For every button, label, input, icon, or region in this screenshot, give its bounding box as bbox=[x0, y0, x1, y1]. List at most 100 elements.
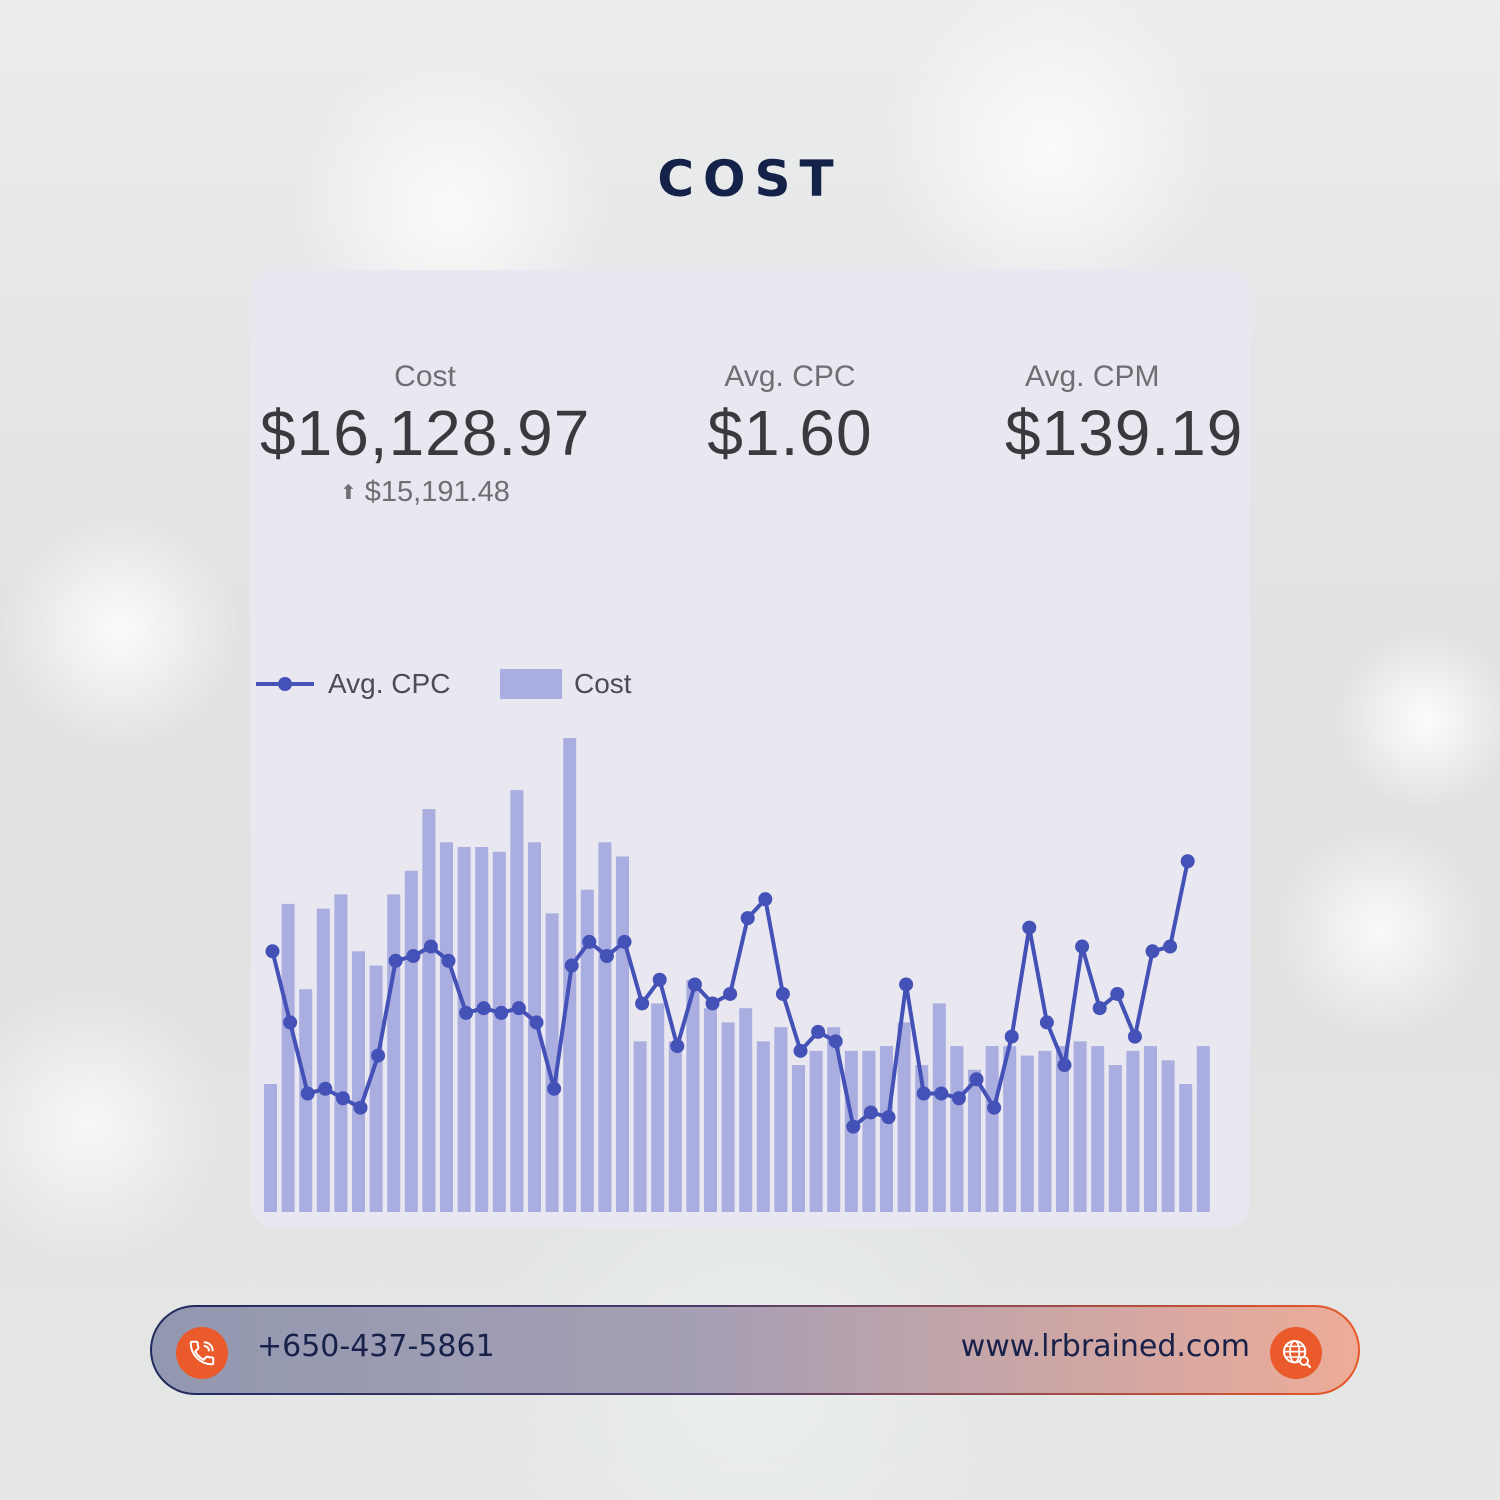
cost-bar[interactable] bbox=[968, 1069, 981, 1212]
cost-bar[interactable] bbox=[651, 1003, 665, 1212]
cost-bar[interactable] bbox=[1073, 1041, 1087, 1212]
cost-bar[interactable] bbox=[827, 1027, 841, 1212]
metric-cost[interactable]: Cost $16,128.97 ⬆ $15,191.48 bbox=[260, 360, 590, 509]
avg-cpc-point[interactable] bbox=[652, 972, 667, 987]
legend-item-avg-cpc[interactable]: Avg. CPC bbox=[254, 668, 450, 700]
avg-cpc-point[interactable] bbox=[1127, 1029, 1142, 1044]
cost-bar[interactable] bbox=[369, 965, 383, 1212]
avg-cpc-point[interactable] bbox=[353, 1100, 368, 1115]
avg-cpc-point[interactable] bbox=[828, 1034, 843, 1049]
cost-bar[interactable] bbox=[264, 1084, 277, 1212]
cost-bar[interactable] bbox=[1161, 1060, 1175, 1212]
legend-item-cost[interactable]: Cost bbox=[500, 668, 632, 700]
avg-cpc-point[interactable] bbox=[617, 934, 632, 949]
avg-cpc-point[interactable] bbox=[934, 1086, 949, 1101]
cost-bar[interactable] bbox=[334, 894, 348, 1212]
cost-bar[interactable] bbox=[668, 1041, 682, 1212]
avg-cpc-point[interactable] bbox=[916, 1086, 931, 1101]
cost-bar[interactable] bbox=[950, 1046, 964, 1212]
avg-cpc-point[interactable] bbox=[687, 977, 702, 992]
avg-cpc-point[interactable] bbox=[1110, 986, 1125, 1001]
cost-bar[interactable] bbox=[862, 1050, 876, 1212]
cost-bar[interactable] bbox=[1196, 1046, 1210, 1212]
cost-bar[interactable] bbox=[1108, 1065, 1122, 1212]
cost-bar[interactable] bbox=[580, 889, 594, 1212]
phone-number[interactable]: +650-437-5861 bbox=[257, 1329, 495, 1364]
avg-cpc-point[interactable] bbox=[670, 1039, 685, 1054]
cost-bar[interactable] bbox=[774, 1027, 788, 1212]
avg-cpc-point[interactable] bbox=[406, 949, 421, 964]
cost-bar[interactable] bbox=[686, 979, 700, 1212]
cost-bar[interactable] bbox=[1179, 1084, 1193, 1212]
avg-cpc-point[interactable] bbox=[599, 949, 614, 964]
cost-bar[interactable] bbox=[299, 989, 313, 1212]
avg-cpc-point[interactable] bbox=[811, 1024, 826, 1039]
avg-cpc-point[interactable] bbox=[388, 953, 403, 968]
cost-bar[interactable] bbox=[880, 1046, 893, 1212]
avg-cpc-point[interactable] bbox=[441, 953, 456, 968]
cost-bar[interactable] bbox=[756, 1041, 770, 1212]
avg-cpc-point[interactable] bbox=[459, 1005, 474, 1020]
avg-cpc-point[interactable] bbox=[951, 1091, 966, 1106]
avg-cpc-point[interactable] bbox=[529, 1015, 544, 1030]
cost-bar[interactable] bbox=[422, 809, 436, 1212]
cost-bar[interactable] bbox=[457, 847, 471, 1212]
cost-bar[interactable] bbox=[739, 1008, 753, 1212]
cost-bar[interactable] bbox=[809, 1050, 823, 1212]
metric-avg-cpm[interactable]: Avg. CPM $139.19 bbox=[1005, 360, 1250, 470]
avg-cpc-point[interactable] bbox=[1092, 1001, 1107, 1016]
cost-bar[interactable] bbox=[1020, 1055, 1034, 1212]
cost-bar[interactable] bbox=[1003, 1046, 1017, 1212]
avg-cpc-point[interactable] bbox=[758, 892, 773, 907]
cost-bar[interactable] bbox=[721, 1022, 735, 1212]
cost-bar[interactable] bbox=[545, 913, 559, 1212]
metric-avg-cpc[interactable]: Avg. CPC $1.60 bbox=[690, 360, 890, 470]
avg-cpc-point[interactable] bbox=[899, 977, 914, 992]
avg-cpc-point[interactable] bbox=[318, 1081, 333, 1096]
avg-cpc-point[interactable] bbox=[635, 996, 650, 1011]
cost-bar[interactable] bbox=[1056, 1046, 1069, 1212]
avg-cpc-point[interactable] bbox=[775, 986, 790, 1001]
cost-bar[interactable] bbox=[985, 1046, 999, 1212]
cost-bar[interactable] bbox=[1126, 1050, 1140, 1212]
avg-cpc-point[interactable] bbox=[300, 1086, 315, 1101]
avg-cpc-point[interactable] bbox=[1075, 939, 1090, 954]
avg-cpc-point[interactable] bbox=[1180, 854, 1195, 869]
cost-bar[interactable] bbox=[352, 951, 365, 1212]
cost-bar[interactable] bbox=[616, 856, 629, 1213]
avg-cpc-point[interactable] bbox=[723, 986, 738, 1001]
avg-cpc-point[interactable] bbox=[283, 1015, 298, 1030]
cost-bar[interactable] bbox=[440, 842, 453, 1212]
avg-cpc-point[interactable] bbox=[969, 1072, 984, 1087]
cost-bar[interactable] bbox=[915, 1065, 929, 1212]
cost-bar[interactable] bbox=[1091, 1046, 1105, 1212]
avg-cpc-point[interactable] bbox=[846, 1119, 861, 1134]
cost-bar[interactable] bbox=[404, 870, 418, 1212]
avg-cpc-point[interactable] bbox=[740, 911, 755, 926]
cost-bar[interactable] bbox=[475, 847, 489, 1212]
avg-cpc-point[interactable] bbox=[564, 958, 579, 973]
avg-cpc-point[interactable] bbox=[1004, 1029, 1019, 1044]
avg-cpc-point[interactable] bbox=[1163, 939, 1178, 954]
avg-cpc-point[interactable] bbox=[494, 1005, 509, 1020]
cost-bar[interactable] bbox=[510, 790, 524, 1212]
cost-bar[interactable] bbox=[492, 851, 506, 1212]
avg-cpc-point[interactable] bbox=[705, 996, 720, 1011]
avg-cpc-point[interactable] bbox=[547, 1081, 562, 1096]
cost-bar[interactable] bbox=[316, 908, 330, 1212]
cost-bar[interactable] bbox=[633, 1041, 647, 1212]
avg-cpc-point[interactable] bbox=[511, 1001, 526, 1016]
website-link[interactable]: www.lrbrained.com bbox=[960, 1329, 1250, 1364]
cost-bar[interactable] bbox=[598, 842, 612, 1212]
globe-icon[interactable] bbox=[1270, 1327, 1322, 1379]
avg-cpc-point[interactable] bbox=[1145, 944, 1160, 959]
avg-cpc-point[interactable] bbox=[371, 1048, 386, 1063]
avg-cpc-point[interactable] bbox=[265, 944, 280, 959]
cost-bar[interactable] bbox=[387, 894, 401, 1212]
cost-bar[interactable] bbox=[792, 1065, 805, 1212]
avg-cpc-point[interactable] bbox=[793, 1043, 808, 1058]
avg-cpc-point[interactable] bbox=[423, 939, 438, 954]
cost-bar[interactable] bbox=[897, 1022, 911, 1212]
avg-cpc-point[interactable] bbox=[1057, 1058, 1072, 1073]
avg-cpc-point[interactable] bbox=[987, 1100, 1002, 1115]
